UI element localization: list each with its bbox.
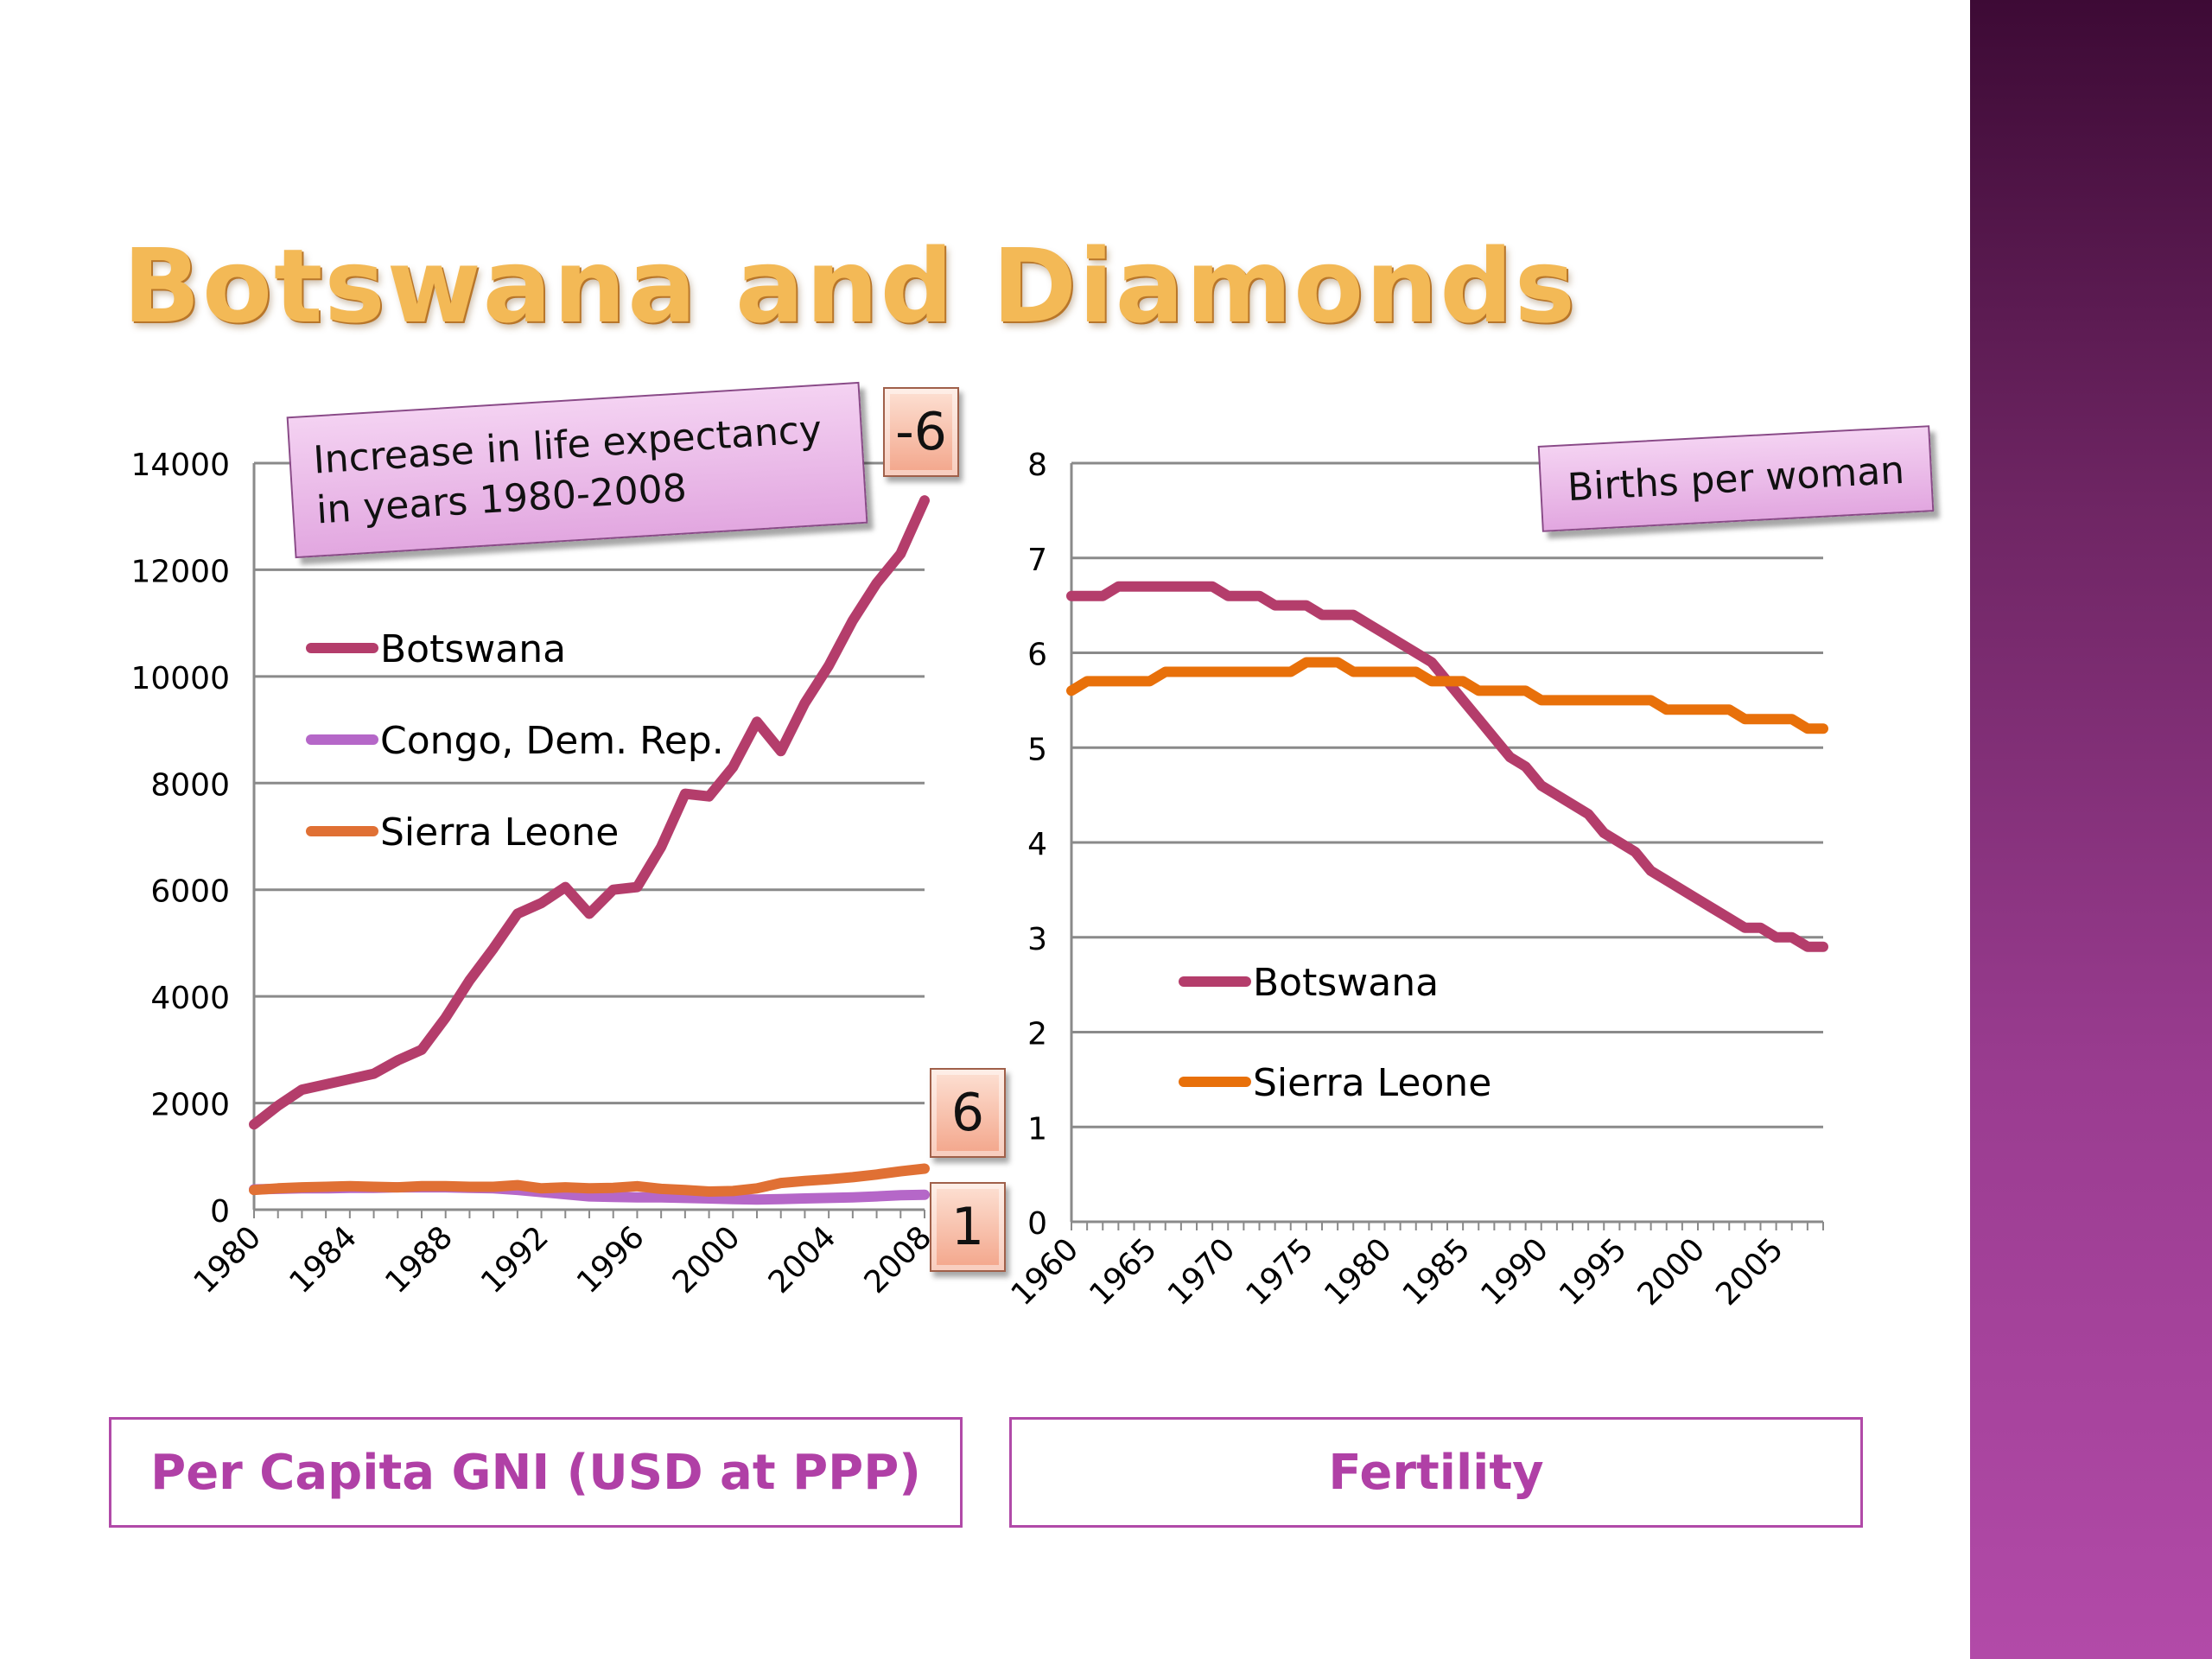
gni-legend: Botswana Congo, Dem. Rep. Sierra Leone	[306, 627, 724, 855]
fert-series-line-0	[1066, 581, 1828, 952]
gni-y-tick-label: 0	[210, 1194, 230, 1230]
gni-x-tick-label: 2000	[666, 1219, 747, 1300]
fert-x-tick-label: 1975	[1239, 1231, 1320, 1313]
gni-series-line-0	[249, 495, 930, 1130]
fert-y-tick-label: 7	[1027, 543, 1047, 578]
gni-axes: 0 2000 4000 6000 8000 10000 12000 14000 1980 1984…	[130, 448, 938, 1300]
gni-series-lines	[249, 495, 930, 1205]
fert-y-tick-label: 0	[1027, 1206, 1047, 1242]
fert-y-tick-label: 2	[1027, 1017, 1047, 1052]
gni-legend-label-0: Botswana	[380, 627, 566, 671]
gni-x-tick-label: 1980	[188, 1219, 269, 1300]
fertility-axes: 0 1 2 3 4 5 6 7 8 1960196519701975198019851990199…	[1005, 448, 1824, 1313]
gni-x-tick-label: 1992	[474, 1219, 556, 1300]
fertility-series-lines	[1066, 581, 1828, 952]
fert-x-tick-label: 2000	[1631, 1231, 1713, 1313]
gni-legend-label-2: Sierra Leone	[380, 810, 619, 855]
fert-y-tick-label: 3	[1027, 922, 1047, 957]
gni-y-tick-label: 8000	[150, 767, 230, 803]
fert-x-tick-label: 1985	[1396, 1231, 1478, 1313]
gni-x-tick-label: 2008	[858, 1219, 939, 1300]
fert-y-tick-label: 4	[1027, 827, 1047, 862]
fertility-chart: 0 1 2 3 4 5 6 7 8 1960196519701975198019851990199…	[1005, 448, 1828, 1313]
badge-congo-life-change: 1	[930, 1182, 1006, 1272]
caption-gni: Per Capita GNI (USD at PPP)	[109, 1417, 963, 1528]
fert-legend-label-1: Sierra Leone	[1253, 1061, 1491, 1105]
fert-y-tick-label: 8	[1027, 448, 1047, 483]
fert-x-tick-label: 1965	[1083, 1231, 1164, 1313]
gni-y-tick-label: 14000	[130, 448, 230, 483]
gni-y-tick-label: 2000	[150, 1088, 230, 1123]
caption-fertility: Fertility	[1009, 1417, 1863, 1528]
gni-x-tick-label: 1984	[283, 1219, 364, 1300]
fert-x-tick-label: 1990	[1474, 1231, 1555, 1313]
gni-series-line-2	[249, 1163, 930, 1197]
gni-x-tick-label: 1988	[378, 1219, 460, 1300]
slide-title: Botswana and Diamonds	[123, 226, 1577, 346]
fert-y-tick-label: 5	[1027, 732, 1047, 767]
gni-legend-label-1: Congo, Dem. Rep.	[380, 719, 724, 763]
fertility-gridlines	[1071, 461, 1823, 1128]
gni-x-tick-label: 2004	[762, 1219, 843, 1300]
fertility-legend: Botswana Sierra Leone	[1179, 961, 1491, 1105]
gni-y-tick-label: 6000	[150, 874, 230, 910]
badge-botswana-life-change: -6	[883, 387, 959, 477]
fert-legend-label-0: Botswana	[1253, 961, 1439, 1005]
fert-x-tick-label: 1970	[1161, 1231, 1243, 1313]
badge-sierra-leone-life-change: 6	[930, 1068, 1006, 1158]
gni-gridlines	[254, 461, 925, 1105]
fert-x-tick-label: 2005	[1709, 1231, 1790, 1313]
gni-y-tick-label: 10000	[130, 661, 230, 696]
fert-y-tick-label: 1	[1027, 1111, 1047, 1147]
fert-series-line-1	[1066, 657, 1828, 734]
fert-x-tick-label: 1980	[1318, 1231, 1399, 1313]
fert-y-tick-label: 6	[1027, 638, 1047, 673]
fert-x-tick-label: 1995	[1553, 1231, 1634, 1313]
gni-y-tick-label: 4000	[150, 981, 230, 1016]
fert-x-tick-label: 1960	[1005, 1231, 1086, 1313]
decorative-side-band	[1970, 0, 2212, 1659]
gni-x-tick-label: 1996	[570, 1219, 652, 1300]
callout-births-label: Births per woman	[1566, 448, 1906, 510]
gni-chart: 0 2000 4000 6000 8000 10000 12000 14000 1980 1984…	[130, 448, 938, 1300]
gni-y-tick-label: 12000	[130, 554, 230, 589]
